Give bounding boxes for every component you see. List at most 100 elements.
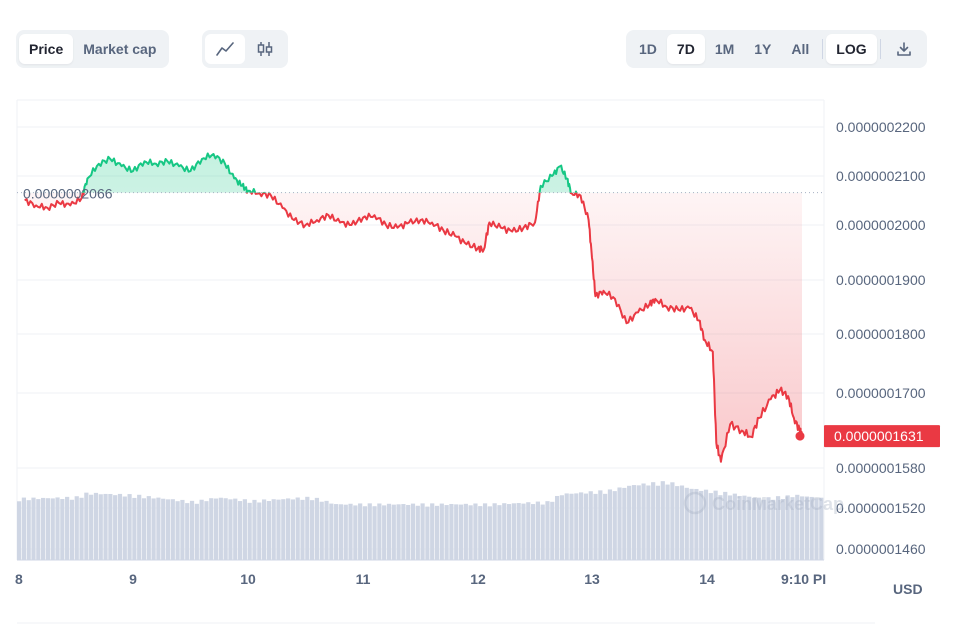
volume-bar (646, 485, 651, 560)
range-all[interactable]: All (791, 41, 810, 57)
volume-bar (526, 502, 531, 560)
price-line (24, 152, 805, 463)
volume-bar (247, 502, 252, 560)
divider (822, 39, 824, 59)
volume-bar (353, 505, 358, 560)
volume-bar (65, 496, 70, 560)
volume-bar (45, 498, 51, 560)
price-tab[interactable]: Price (19, 34, 74, 64)
volume-bar (636, 485, 641, 560)
volume-bar (511, 503, 516, 560)
volume-bar (771, 499, 776, 560)
volume-bar (343, 504, 348, 560)
volume-bar (170, 499, 175, 560)
volume-bar (502, 503, 507, 560)
volume-bar (756, 497, 761, 560)
area-down (24, 192, 802, 462)
volume-bar (727, 495, 733, 560)
volume-bar (458, 504, 464, 560)
volume-bar (809, 496, 814, 560)
x-tick-label: 12 (470, 571, 486, 587)
market-cap-tab[interactable]: Market cap (83, 41, 157, 57)
volume-bar (814, 498, 819, 560)
volume-bar (300, 499, 305, 560)
current-price-dot (795, 431, 805, 441)
range-1y[interactable]: 1Y (754, 41, 772, 57)
log-scale-button[interactable]: LOG (826, 34, 877, 64)
volume-bar (31, 497, 36, 560)
volume-bar (185, 503, 190, 560)
volume-bar (607, 489, 613, 560)
volume-bar (98, 494, 103, 560)
volume-bar (482, 503, 488, 560)
volume-bar (516, 503, 521, 560)
volume-bar (598, 490, 603, 560)
volume-bar (660, 481, 665, 560)
volume-bar (89, 494, 94, 560)
volume-bar (79, 497, 84, 560)
volume-bar (113, 495, 118, 560)
x-tick-label: 14 (699, 571, 715, 587)
volume-bar (295, 497, 300, 560)
x-tick-label: 8 (15, 571, 23, 587)
watermark-text: CoinMarketCap (712, 494, 844, 514)
volume-bar (430, 503, 435, 560)
volume-bar (699, 490, 704, 560)
volume-bar (372, 506, 377, 560)
volume-bar (137, 494, 142, 560)
volume-bar (362, 506, 368, 560)
volume-bar (713, 490, 718, 560)
volume-bar (189, 500, 195, 560)
volume-bar (386, 503, 392, 560)
volume-bar (449, 503, 454, 560)
volume-bar (314, 497, 320, 560)
range-1d[interactable]: 1D (639, 41, 657, 57)
volume-bar (319, 501, 324, 560)
line-chart-icon (216, 42, 234, 56)
volume-bar (804, 496, 809, 560)
volume-bar (286, 498, 291, 560)
volume-bar (454, 504, 459, 560)
volume-bar (271, 499, 276, 560)
volume-bar (775, 496, 781, 560)
y-tick-label: 0.0000001900 (836, 272, 926, 288)
volume-bar (146, 496, 151, 560)
range-7d[interactable]: 7D (666, 34, 705, 64)
volume-bars (17, 481, 824, 560)
volume-bar (213, 498, 219, 560)
x-axis: 8 9 10 11 12 13 14 9:10 PI (15, 571, 826, 587)
volume-bar (603, 493, 608, 560)
volume-bar (60, 499, 65, 560)
line-chart-button[interactable] (205, 34, 245, 64)
range-1m[interactable]: 1M (714, 41, 735, 57)
volume-bar (21, 497, 26, 560)
volume-bar (141, 498, 147, 560)
volume-bar (574, 493, 579, 560)
volume-bar (358, 503, 363, 560)
volume-bar (655, 485, 661, 560)
y-tick-label: 0.0000002100 (836, 168, 926, 184)
volume-bar (261, 499, 267, 560)
volume-bar (391, 504, 396, 560)
volume-bar (122, 496, 127, 560)
volume-bar (670, 482, 675, 560)
volume-bar (487, 506, 492, 560)
volume-bar (348, 503, 353, 560)
x-tick-label: 9:10 PI (781, 571, 826, 587)
volume-bar (305, 496, 310, 560)
volume-bar (26, 500, 31, 560)
volume-bar (396, 504, 401, 560)
volume-bar (290, 499, 295, 560)
volume-bar (127, 494, 132, 560)
volume-bar (785, 495, 790, 560)
candlestick-icon (257, 42, 273, 56)
y-tick-label: 0.0000001700 (836, 385, 926, 401)
y-tick-label: 0.0000001460 (836, 541, 926, 557)
download-button[interactable] (884, 34, 924, 64)
volume-bar (420, 503, 425, 560)
y-tick-label: 0.0000002200 (836, 119, 926, 135)
volume-bar (84, 492, 89, 560)
volume-bar (780, 498, 785, 560)
candlestick-button[interactable] (245, 34, 285, 64)
